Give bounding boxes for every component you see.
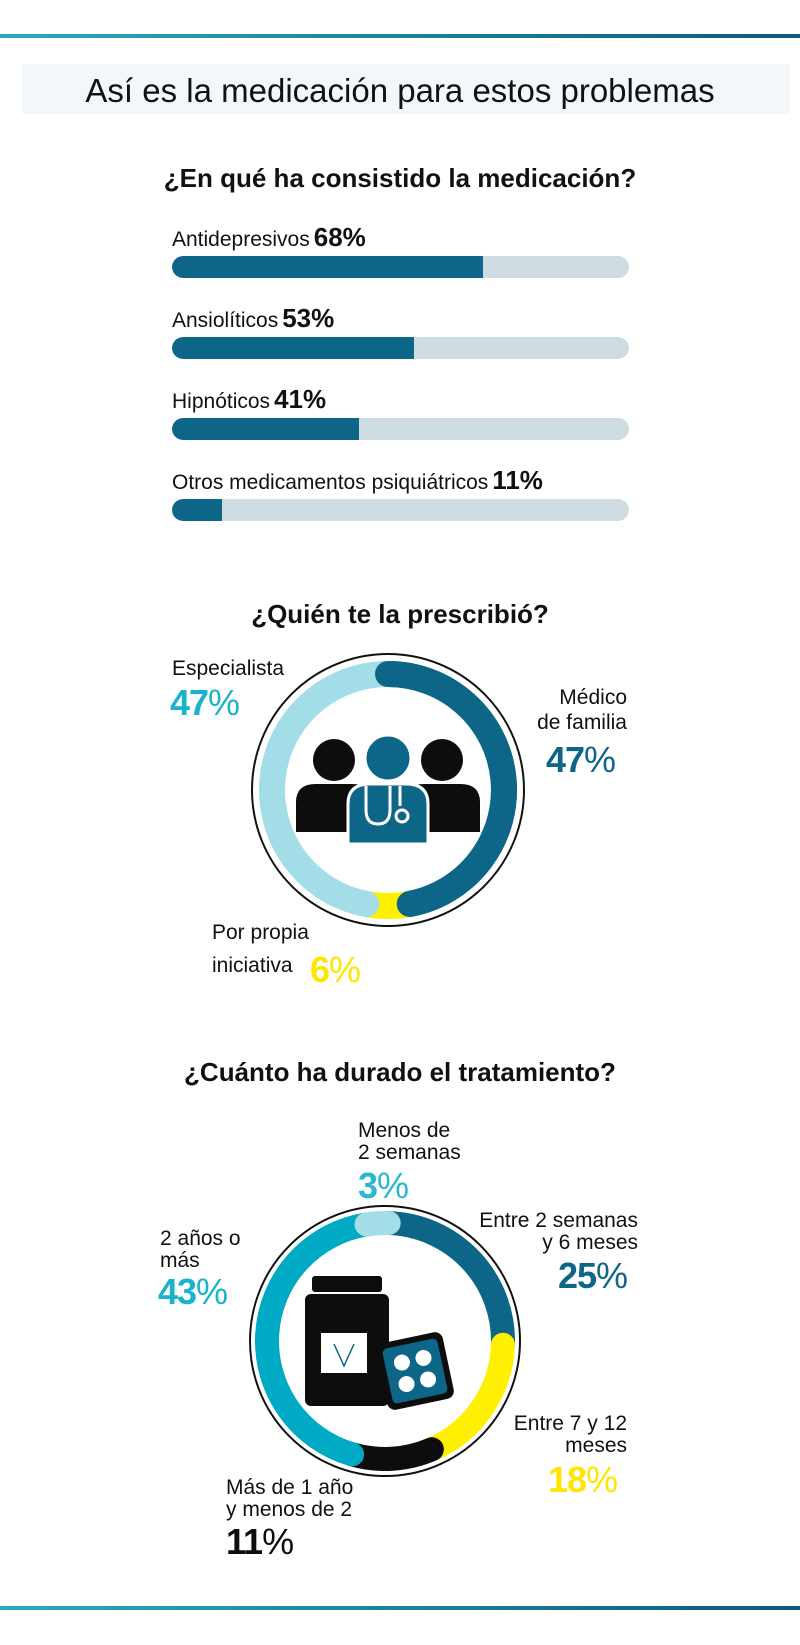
donut-slice bbox=[259, 661, 401, 917]
doctor-group-icon bbox=[296, 733, 480, 846]
donut-outline bbox=[251, 653, 525, 927]
bar-fill bbox=[172, 337, 415, 359]
bar-value-label: 41% bbox=[274, 384, 327, 414]
donut-slice bbox=[419, 1332, 515, 1462]
donut-slice-cap bbox=[375, 661, 517, 917]
duration-chart-title: ¿Cuánto ha durado el tratamiento? bbox=[184, 1057, 616, 1087]
bar-value-label: 53% bbox=[282, 303, 335, 333]
title-band bbox=[22, 64, 790, 114]
bar-label: Antidepresivos 68% bbox=[172, 222, 629, 252]
bar-fill bbox=[172, 256, 483, 278]
bar-value-label: 11% bbox=[492, 465, 543, 495]
bar-track bbox=[172, 337, 629, 359]
prescriber-chart-title: ¿Quién te la prescribió? bbox=[251, 599, 549, 629]
value-entre-2-semanas: 25% bbox=[558, 1255, 628, 1296]
value-entre-7-12: 18% bbox=[548, 1459, 618, 1500]
page-title: Así es la medicación para estos problema… bbox=[85, 72, 715, 109]
bar-category: Hipnóticos bbox=[172, 390, 271, 413]
label-entre-7-12: Entre 7 y 12 meses bbox=[513, 1412, 627, 1457]
donut-slice bbox=[255, 1212, 379, 1467]
donut-slice bbox=[376, 1211, 515, 1357]
prescriber-donut bbox=[251, 653, 525, 927]
label-medico-familia: Médico de familia bbox=[537, 686, 627, 734]
duration-donut bbox=[249, 1205, 521, 1477]
label-especialista: Especialista bbox=[172, 657, 285, 680]
bar-track bbox=[172, 499, 629, 521]
bar-label: Ansiolíticos 53% bbox=[172, 303, 629, 333]
bar-fill bbox=[172, 499, 223, 521]
label-2-anos: 2 años o más bbox=[160, 1227, 241, 1272]
bar-category: Otros medicamentos psiquiátricos bbox=[172, 471, 489, 494]
value-medico-familia: 47% bbox=[546, 739, 616, 780]
bar-item: Antidepresivos 68% bbox=[172, 222, 629, 278]
donut-slice-cap bbox=[354, 1211, 401, 1237]
bar-item: Otros medicamentos psiquiátricos 11% bbox=[172, 465, 629, 521]
bottom-rule bbox=[0, 1606, 800, 1610]
value-propia-iniciativa: 6% bbox=[310, 949, 361, 990]
value-2-anos: 43% bbox=[158, 1271, 228, 1312]
bar-category: Antidepresivos bbox=[172, 228, 310, 251]
pill-bottle-icon bbox=[305, 1276, 454, 1410]
bar-value-label: 68% bbox=[313, 222, 366, 252]
top-rule bbox=[0, 34, 800, 38]
bar-track bbox=[172, 418, 629, 440]
label-propia-iniciativa: Por propia iniciativa bbox=[212, 921, 309, 977]
value-menos-2-semanas: 3% bbox=[358, 1165, 409, 1206]
bar-chart-title: ¿En qué ha consistido la medicación? bbox=[163, 163, 637, 193]
label-menos-2-semanas: Menos de 2 semanas bbox=[358, 1119, 461, 1164]
bar-label: Otros medicamentos psiquiátricos 11% bbox=[172, 465, 629, 495]
value-mas-1-ano: 11% bbox=[226, 1521, 294, 1562]
bar-track bbox=[172, 256, 629, 278]
donut-outline bbox=[249, 1205, 521, 1477]
bar-category: Ansiolíticos bbox=[172, 309, 279, 332]
bar-fill bbox=[172, 418, 360, 440]
value-especialista: 47% bbox=[170, 682, 240, 723]
bar-label: Hipnóticos 41% bbox=[172, 384, 629, 414]
bar-item: Hipnóticos 41% bbox=[172, 384, 629, 440]
label-mas-1-ano: Más de 1 año y menos de 2 bbox=[226, 1476, 354, 1521]
label-entre-2-semanas: Entre 2 semanas y 6 meses bbox=[479, 1209, 638, 1254]
bar-item: Ansiolíticos 53% bbox=[172, 303, 629, 359]
